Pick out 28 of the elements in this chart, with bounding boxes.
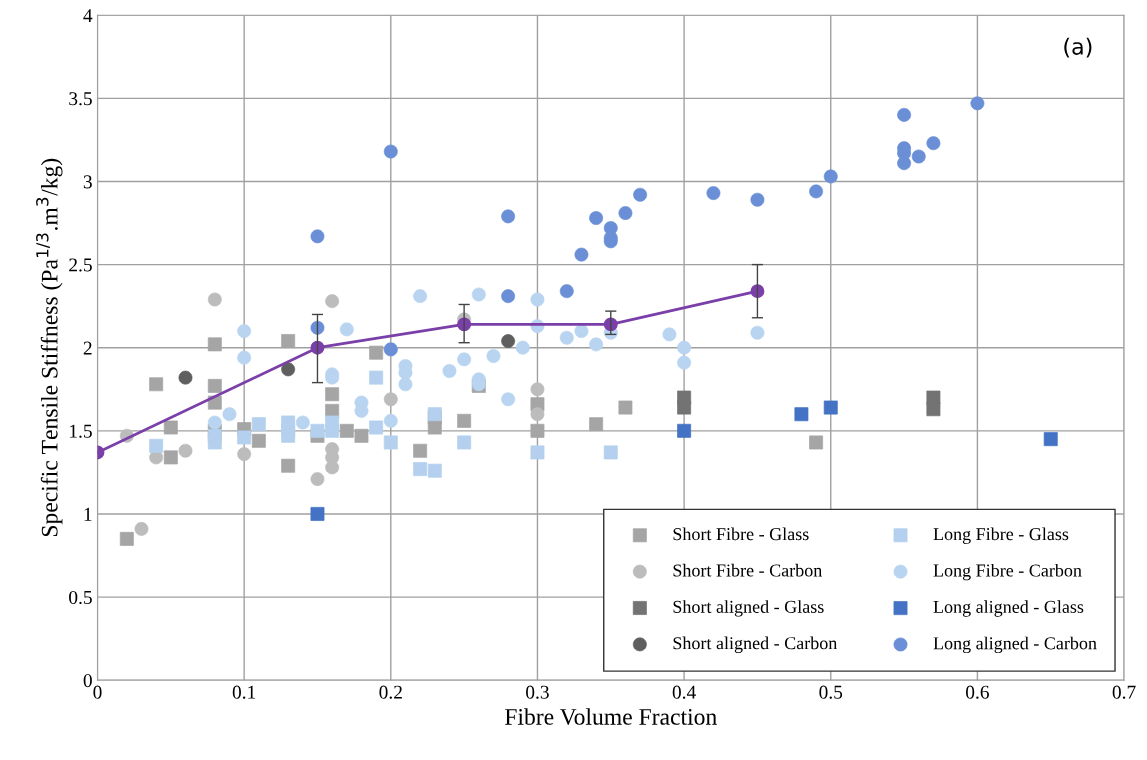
legend-label: Long Fibre - Glass	[933, 527, 1069, 544]
legend-label: Long aligned - Glass	[933, 600, 1084, 617]
y-tick-label: 0.5	[69, 590, 92, 605]
x-tick-label: 0.4	[672, 685, 696, 699]
y-tick-label: 2	[83, 341, 92, 355]
x-tick-label: 0.5	[819, 685, 843, 699]
y-tick-label: 0	[83, 674, 92, 688]
x-axis-title: Fibre Volume Fraction	[504, 708, 717, 725]
y-axis-title: Specific Tensile Stiffness (Pa$^{1/3}$.m$^{3}$/kg)	[36, 158, 63, 537]
y-tick-label: 3.5	[69, 92, 92, 106]
legend-label: Long aligned - Carbon	[933, 636, 1097, 654]
legend-label: Short Fibre - Carbon	[673, 563, 823, 577]
annotation: (a)	[1064, 37, 1092, 58]
x-tick-label: 0.7	[1112, 685, 1136, 699]
x-tick-label: 0.1	[232, 685, 256, 699]
y-tick-label: 1.5	[70, 424, 92, 438]
y-tick-label: 1	[84, 507, 92, 521]
x-tick-label: 0.2	[379, 685, 402, 699]
legend-label: Short aligned - Carbon	[673, 636, 838, 654]
legend-label: Short aligned - Glass	[673, 600, 824, 617]
y-tick-label: 3	[83, 175, 92, 189]
x-tick-label: 0.3	[526, 685, 549, 699]
legend-label: Short Fibre - Glass	[673, 527, 809, 541]
legend-label: Long Fibre - Carbon	[933, 563, 1082, 581]
x-tick-label: 0	[93, 685, 102, 699]
y-tick-label: 4	[83, 9, 93, 22]
x-tick-label: 0.6	[966, 685, 989, 699]
y-tick-label: 2.5	[69, 258, 92, 272]
